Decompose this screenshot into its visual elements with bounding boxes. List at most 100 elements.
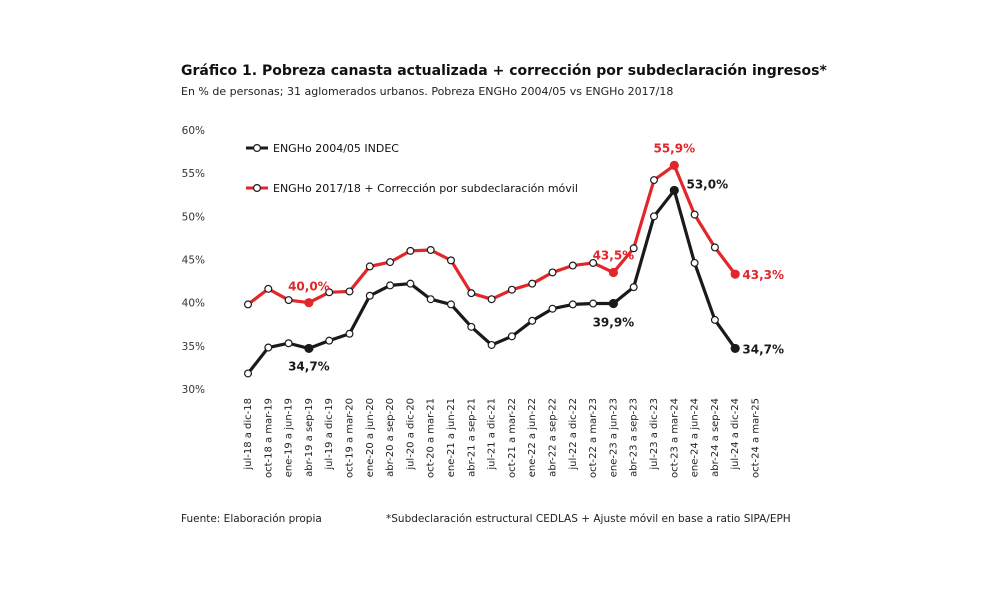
x-tick-label: jul-23 a dic-23 <box>649 398 660 471</box>
data-point <box>548 304 557 313</box>
data-point <box>589 299 598 308</box>
source-note: Fuente: Elaboración propia <box>181 513 322 525</box>
data-point <box>447 300 456 309</box>
data-point <box>690 258 699 267</box>
data-point <box>284 339 293 348</box>
data-label: 43,5% <box>593 248 635 262</box>
series-group <box>244 160 740 378</box>
data-point <box>629 283 638 292</box>
data-labels: 34,7% 39,9% 53,0% 34,7% 40,0% 43,5% 55,9% 43,3% <box>288 141 784 373</box>
data-point <box>487 295 496 304</box>
data-point <box>507 285 516 294</box>
data-point <box>365 291 374 300</box>
data-point <box>568 300 577 309</box>
x-tick-label: oct-18 a mar-19 <box>263 398 274 478</box>
data-point <box>649 212 658 221</box>
data-point <box>730 269 740 279</box>
chart-title: Gráfico 1. Pobreza canasta actualizada +… <box>181 63 827 79</box>
x-tick-label: abr-19 a sep-19 <box>304 398 315 477</box>
x-tick-label: oct-21 a mar-22 <box>507 398 518 478</box>
data-point <box>730 343 740 354</box>
data-point <box>548 268 557 277</box>
data-point <box>264 343 273 352</box>
data-point <box>649 176 658 185</box>
data-point <box>345 329 354 338</box>
x-tick-label: oct-20 a mar-21 <box>426 398 437 478</box>
x-tick-label: oct-22 a mar-23 <box>588 398 599 478</box>
data-point <box>528 279 537 288</box>
x-tick-label: jul-19 a dic-19 <box>324 398 335 471</box>
data-point <box>426 295 435 304</box>
data-point <box>365 262 374 271</box>
data-point <box>406 246 415 255</box>
x-tick-label: jul-18 a dic-18 <box>243 398 254 471</box>
data-point <box>528 316 537 325</box>
data-point <box>467 289 476 298</box>
x-tick-label: jul-20 a dic-20 <box>405 398 416 471</box>
x-tick-label: ene-22 a jun-22 <box>527 398 538 477</box>
data-label: 39,9% <box>593 316 635 330</box>
data-point <box>629 244 638 253</box>
y-axis: 30% 35% 40% 45% 50% 55% 60% <box>182 125 205 396</box>
data-label: 34,7% <box>288 359 330 373</box>
data-point <box>264 284 273 293</box>
data-point <box>406 279 415 288</box>
data-label: 55,9% <box>653 141 695 155</box>
data-point <box>608 267 619 278</box>
x-tick-label: ene-21 a jun-21 <box>446 398 457 477</box>
legend-marker <box>253 184 262 193</box>
x-tick-label: abr-22 a sep-22 <box>548 398 559 477</box>
x-tick-label: ene-24 a jun-24 <box>690 398 701 477</box>
y-tick-label: 55% <box>182 168 205 180</box>
data-point <box>669 185 679 196</box>
x-tick-label: jul-22 a dic-22 <box>568 398 579 471</box>
chart-subtitle: En % de personas; 31 aglomerados urbanos… <box>181 85 674 98</box>
x-axis: jul-18 a dic-18 oct-18 a mar-19 ene-19 a j… <box>243 398 762 478</box>
y-tick-label: 35% <box>182 341 205 353</box>
data-point <box>386 258 395 267</box>
data-point <box>568 261 577 270</box>
x-tick-label: oct-23 a mar-24 <box>669 398 680 478</box>
data-label: 34,7% <box>742 342 784 356</box>
legend: ENGHo 2004/05 INDEC ENGHo 2017/18 + Corre… <box>246 142 578 195</box>
data-point <box>589 258 598 267</box>
legend-label: ENGHo 2017/18 + Corrección por subdeclar… <box>273 182 578 195</box>
data-label: 43,3% <box>742 268 784 282</box>
x-tick-label: jul-21 a dic-21 <box>487 398 498 471</box>
data-point <box>386 281 395 290</box>
x-tick-label: oct-19 a mar-20 <box>345 398 356 478</box>
data-point <box>467 322 476 331</box>
y-tick-label: 30% <box>182 384 205 396</box>
y-tick-label: 60% <box>182 125 205 137</box>
x-tick-label: oct-24 a mar-25 <box>751 398 762 478</box>
footnote: *Subdeclaración estructural CEDLAS + Aju… <box>386 513 791 525</box>
x-tick-label: ene-19 a jun-19 <box>284 398 295 477</box>
data-point <box>710 315 719 324</box>
data-label: 40,0% <box>288 280 330 294</box>
data-point <box>244 369 253 378</box>
x-tick-label: ene-23 a jun-23 <box>608 398 619 477</box>
y-tick-label: 50% <box>182 211 205 223</box>
x-tick-label: jul-24 a dic-24 <box>730 398 741 471</box>
data-point <box>487 340 496 349</box>
data-point <box>244 300 253 309</box>
x-tick-label: abr-20 a sep-20 <box>385 398 396 477</box>
data-point <box>426 246 435 255</box>
data-point <box>608 298 619 309</box>
data-point <box>345 287 354 296</box>
data-label: 53,0% <box>686 177 728 191</box>
data-point <box>325 336 334 345</box>
data-point <box>304 298 314 308</box>
legend-label: ENGHo 2004/05 INDEC <box>273 142 399 155</box>
y-tick-label: 40% <box>182 298 205 310</box>
x-tick-label: abr-24 a sep-24 <box>710 398 721 477</box>
x-tick-label: abr-23 a sep-23 <box>629 398 640 477</box>
data-point <box>710 243 719 252</box>
data-point <box>304 343 314 354</box>
x-tick-label: ene-20 a jun-20 <box>365 398 376 477</box>
data-point <box>690 210 699 219</box>
y-tick-label: 45% <box>182 255 205 267</box>
data-point <box>507 332 516 341</box>
data-point <box>325 288 334 297</box>
